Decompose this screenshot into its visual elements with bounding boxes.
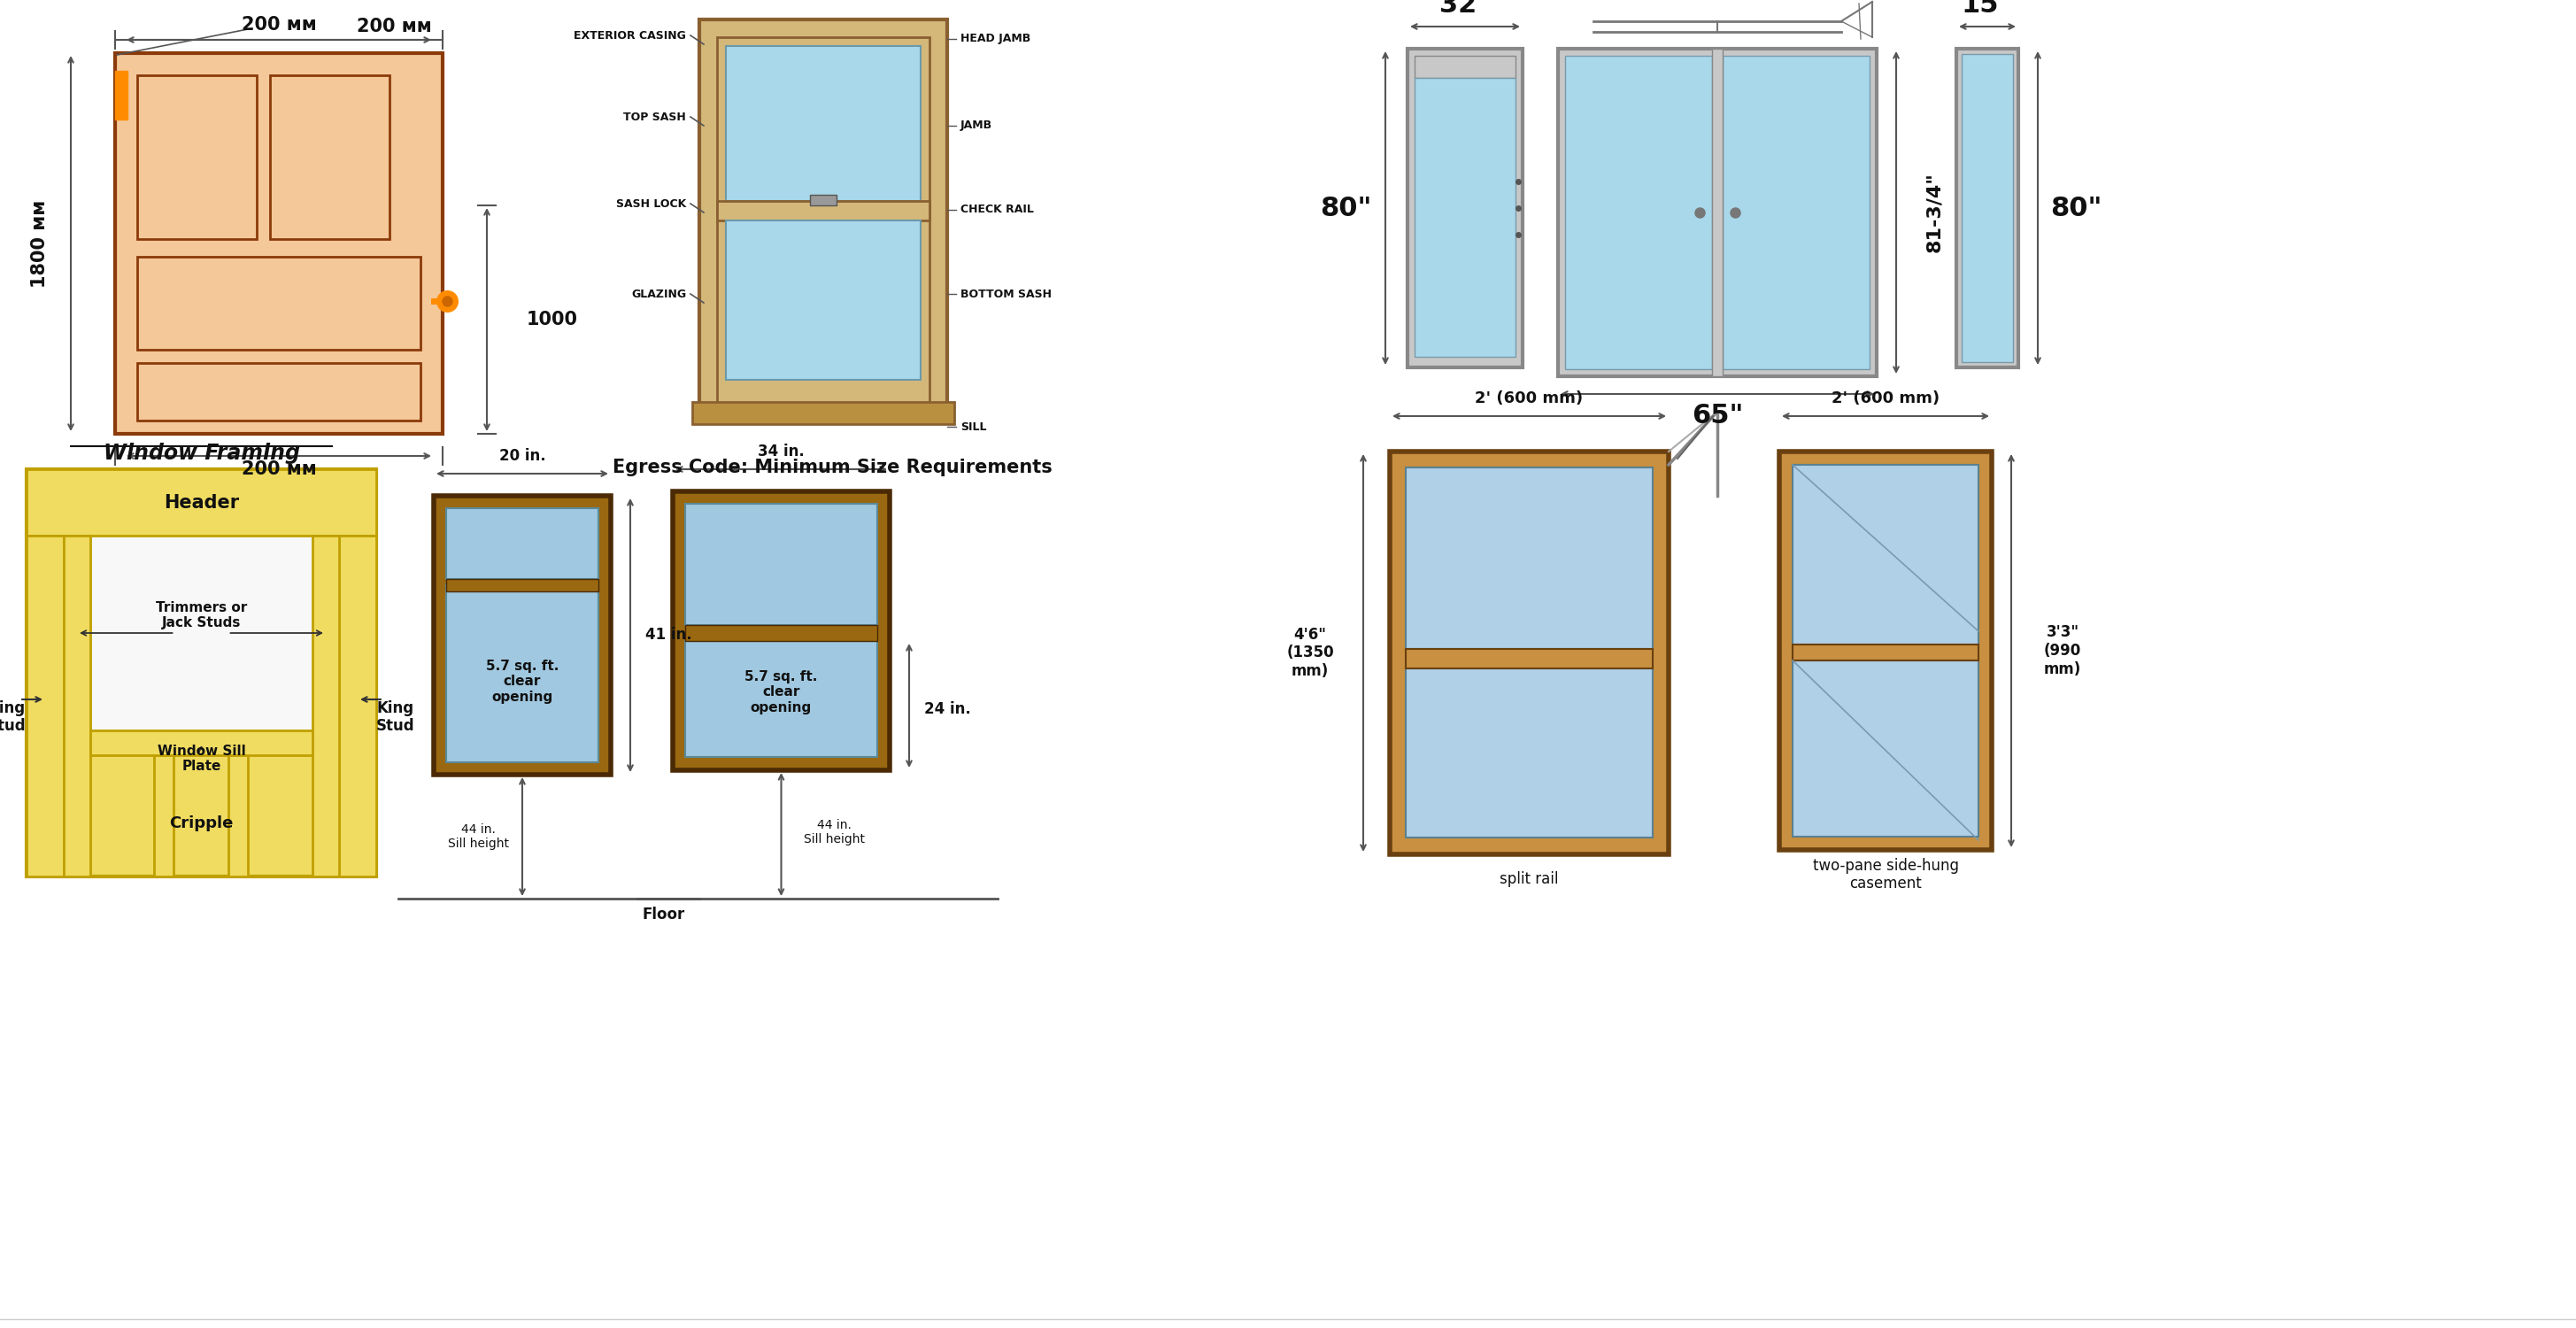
Text: Header: Header xyxy=(165,494,240,511)
Bar xyxy=(229,756,247,876)
Text: GLAZING: GLAZING xyxy=(631,288,685,300)
Bar xyxy=(137,256,420,349)
Bar xyxy=(672,491,889,770)
Text: Cripple: Cripple xyxy=(170,815,234,831)
Text: Window Sill
Plate: Window Sill Plate xyxy=(157,745,245,773)
Bar xyxy=(1793,465,1978,644)
Bar xyxy=(1558,49,1878,376)
Text: 24 in.: 24 in. xyxy=(925,701,971,717)
Text: King
Stud: King Stud xyxy=(0,700,26,734)
Bar xyxy=(312,535,340,876)
Text: 41 in.: 41 in. xyxy=(644,627,690,643)
Bar xyxy=(1793,644,1978,660)
Bar xyxy=(685,503,878,625)
Text: Egress Code: Minimum Size Requirements: Egress Code: Minimum Size Requirements xyxy=(613,458,1051,477)
Bar xyxy=(693,402,953,424)
Text: CHECK RAIL: CHECK RAIL xyxy=(961,205,1033,215)
Text: 3'3"
(990
mm): 3'3" (990 mm) xyxy=(2043,624,2081,677)
Bar xyxy=(26,535,64,876)
Text: BOTTOM SASH: BOTTOM SASH xyxy=(961,288,1051,300)
Bar xyxy=(446,584,598,762)
Bar xyxy=(1793,660,1978,837)
Text: 65": 65" xyxy=(1692,404,1744,429)
Bar xyxy=(90,730,312,756)
Bar xyxy=(726,220,920,380)
Text: 2' (600 mm): 2' (600 mm) xyxy=(1832,390,1940,406)
Text: 44 in.
Sill height: 44 in. Sill height xyxy=(804,819,866,846)
Bar xyxy=(137,76,258,239)
Text: Trimmers or
Jack Studs: Trimmers or Jack Studs xyxy=(155,602,247,629)
Bar xyxy=(446,509,598,579)
Text: 44 in.
Sill height: 44 in. Sill height xyxy=(448,823,507,850)
Bar xyxy=(155,756,173,876)
Bar xyxy=(716,37,930,409)
Bar xyxy=(716,201,930,220)
Text: 5.7 sq. ft.
clear
opening: 5.7 sq. ft. clear opening xyxy=(487,660,559,704)
Bar xyxy=(340,535,376,876)
Text: TOP SASH: TOP SASH xyxy=(623,112,685,122)
Bar xyxy=(1406,49,1522,368)
Bar xyxy=(1406,668,1654,838)
Text: 5.7 sq. ft.
clear
opening: 5.7 sq. ft. clear opening xyxy=(744,671,817,714)
Text: 4'6"
(1350
mm): 4'6" (1350 mm) xyxy=(1285,627,1334,680)
Text: King
Stud: King Stud xyxy=(376,700,415,734)
Bar xyxy=(137,363,420,421)
Text: two-pane side-hung
casement: two-pane side-hung casement xyxy=(1814,858,1958,892)
Bar xyxy=(1391,452,1669,854)
Text: 15": 15" xyxy=(1960,0,2014,17)
Bar xyxy=(26,469,376,876)
Text: Window Framing: Window Framing xyxy=(103,442,299,463)
Bar xyxy=(1780,452,1991,850)
Text: SILL: SILL xyxy=(961,421,987,433)
Text: 32": 32" xyxy=(1440,0,1492,17)
Bar xyxy=(1566,56,1713,369)
Bar xyxy=(116,70,126,120)
Text: SASH LOCK: SASH LOCK xyxy=(616,198,685,210)
Bar xyxy=(26,469,376,535)
Bar xyxy=(1963,54,2012,363)
Text: EXTERIOR CASING: EXTERIOR CASING xyxy=(574,29,685,41)
Bar xyxy=(1955,49,2020,368)
Text: 1800 мм: 1800 мм xyxy=(31,199,49,287)
Bar xyxy=(1414,56,1515,78)
Text: 200 мм: 200 мм xyxy=(242,461,317,478)
Bar xyxy=(446,579,598,591)
Bar xyxy=(1414,78,1515,357)
Bar xyxy=(1406,467,1654,649)
Bar xyxy=(809,195,837,206)
Bar xyxy=(685,625,878,641)
Text: HEAD JAMB: HEAD JAMB xyxy=(961,33,1030,45)
Bar xyxy=(698,20,948,409)
Text: 200 мм: 200 мм xyxy=(355,17,430,36)
Bar xyxy=(1723,56,1870,369)
Bar xyxy=(64,535,90,876)
Text: 81-3/4": 81-3/4" xyxy=(1924,173,1942,252)
Text: Floor: Floor xyxy=(641,907,685,923)
Bar xyxy=(685,641,878,757)
Text: JAMB: JAMB xyxy=(961,120,992,131)
Bar xyxy=(116,53,443,434)
Text: 80": 80" xyxy=(1319,195,1370,220)
Text: 34 in.: 34 in. xyxy=(757,444,804,459)
Text: 2' (600 mm): 2' (600 mm) xyxy=(1476,390,1584,406)
Bar xyxy=(90,535,312,730)
Text: 20 in.: 20 in. xyxy=(500,448,546,463)
Bar xyxy=(1406,649,1654,668)
Bar xyxy=(1713,49,1723,376)
Text: 1000: 1000 xyxy=(526,311,577,328)
Text: 200 мм: 200 мм xyxy=(242,16,317,33)
Bar xyxy=(726,46,920,201)
Text: 80": 80" xyxy=(2050,195,2102,220)
Bar xyxy=(433,495,611,774)
Bar xyxy=(270,76,389,239)
Text: split rail: split rail xyxy=(1499,871,1558,887)
